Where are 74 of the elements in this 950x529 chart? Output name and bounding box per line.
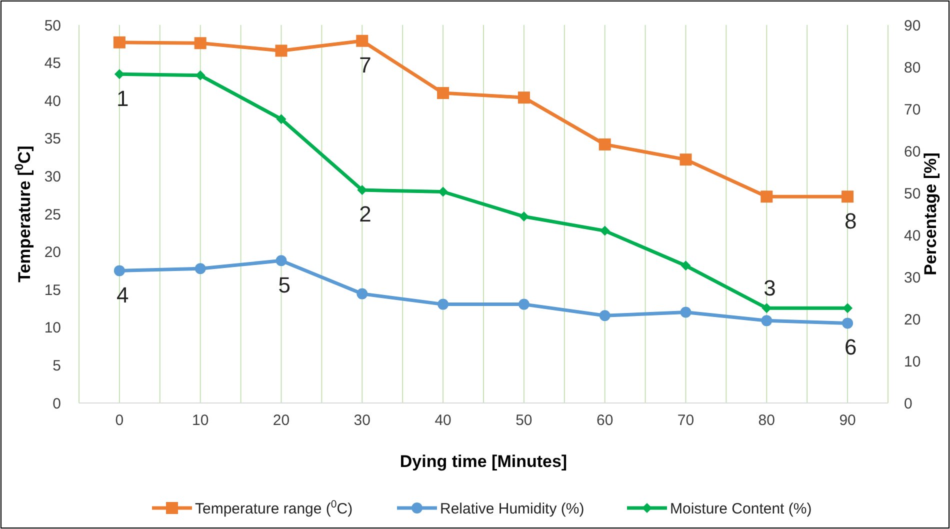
annotation: 6 — [844, 334, 857, 360]
point — [356, 34, 368, 47]
y-tick-label: 25 — [44, 206, 61, 224]
y-tick-label: 30 — [44, 168, 61, 186]
y-tick-label: 35 — [44, 130, 61, 148]
y2-tick-label: 50 — [904, 185, 921, 202]
point — [598, 138, 611, 150]
point — [762, 303, 772, 314]
point — [680, 154, 692, 166]
point — [600, 226, 610, 236]
point — [276, 114, 286, 124]
point — [438, 298, 449, 310]
point — [842, 318, 854, 329]
annotation: 7 — [359, 52, 372, 78]
point — [842, 303, 853, 314]
point — [194, 263, 206, 274]
y2-tick-label: 20 — [904, 311, 921, 328]
point — [518, 212, 529, 222]
point — [195, 70, 206, 80]
annotation: 2 — [359, 202, 372, 227]
y-tick-label: 45 — [44, 55, 61, 72]
point — [760, 190, 773, 203]
y-tick-label: 15 — [44, 282, 61, 299]
y-tick-label: 20 — [44, 244, 61, 262]
x-tick-label: 30 — [354, 412, 370, 429]
annotation: 8 — [844, 208, 857, 234]
point — [114, 265, 125, 276]
y2-tick-label: 80 — [904, 59, 921, 76]
x-tick-label: 80 — [758, 412, 775, 429]
point — [276, 255, 287, 266]
point — [356, 288, 368, 300]
y-tick-label: 10 — [44, 320, 61, 337]
point — [114, 69, 124, 80]
x-tick-label: 0 — [115, 412, 124, 429]
x-tick-label: 60 — [596, 412, 614, 429]
x-tick-label: 70 — [677, 412, 694, 429]
y-tick-label: 40 — [44, 92, 61, 110]
annotation: 5 — [278, 272, 290, 298]
point — [113, 36, 126, 48]
point — [194, 37, 206, 50]
point — [680, 260, 691, 271]
point — [518, 298, 530, 310]
y-tick-label: 5 — [52, 357, 61, 374]
x-tick-label: 20 — [272, 412, 290, 429]
legend-label: Relative Humidity (%) — [440, 500, 584, 518]
x-tick-label: 10 — [192, 412, 209, 429]
annotation: 4 — [116, 282, 129, 308]
legend-label: Temperature range ($^{0}$C) — [195, 498, 353, 518]
y-tick-label: 0 — [52, 395, 61, 412]
y2-tick-label: 10 — [904, 353, 921, 370]
legend-label: Moisture Content (%) — [670, 500, 812, 518]
point — [518, 92, 530, 104]
point — [357, 185, 368, 196]
y2-tick-label: 30 — [904, 269, 921, 286]
annotation: 1 — [116, 86, 129, 111]
y2-tick-label: 0 — [904, 395, 912, 412]
annotation: 3 — [764, 275, 776, 300]
x-tick-label: 50 — [516, 412, 532, 429]
point — [842, 190, 854, 203]
x-tick-label: 90 — [839, 412, 856, 429]
y2-tick-label: 90 — [904, 17, 921, 34]
point — [761, 315, 772, 326]
point — [680, 306, 692, 318]
y2-tick-label: 70 — [904, 101, 921, 118]
point — [599, 310, 610, 322]
x-tick-label: 40 — [434, 412, 452, 429]
y2-axis-title: Percentage [%] — [921, 152, 940, 276]
y2-tick-label: 60 — [904, 143, 921, 160]
point — [437, 87, 450, 100]
point — [438, 186, 448, 197]
y-tick-label: 50 — [44, 17, 61, 34]
x-axis-title: Dying time [Minutes] — [400, 452, 568, 471]
point — [275, 44, 288, 57]
y2-tick-label: 40 — [904, 227, 921, 244]
